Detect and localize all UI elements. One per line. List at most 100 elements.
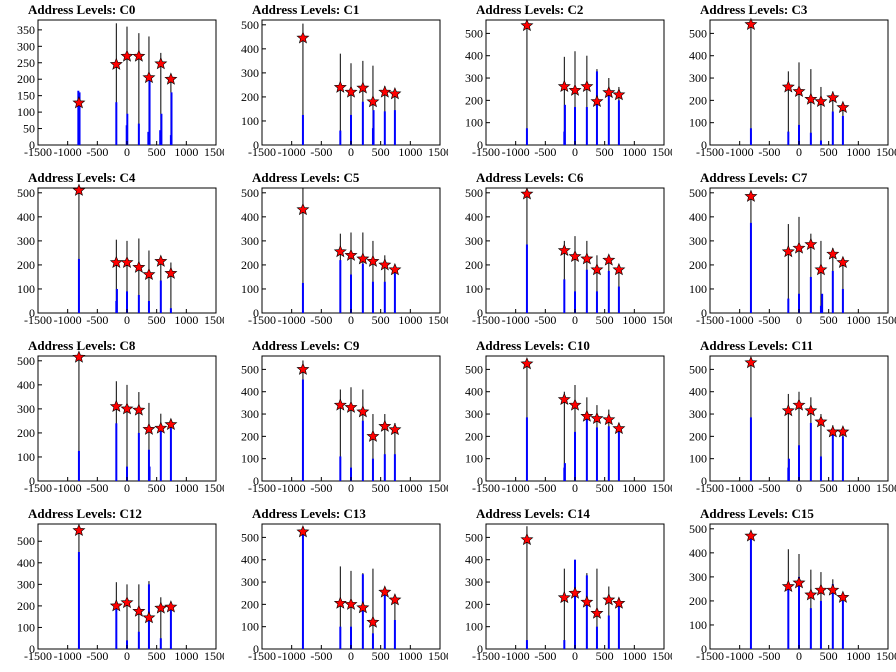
x-tick-label: 1000 (174, 649, 198, 663)
x-tick-label: -1000 (278, 313, 306, 327)
x-tick-label: -1500 (248, 313, 276, 327)
x-tick-label: -500 (86, 313, 108, 327)
y-tick-label: 100 (17, 620, 35, 634)
peak-marker (132, 604, 146, 617)
x-tick-label: 1500 (876, 481, 896, 495)
peak-marker (132, 49, 146, 62)
x-tick-label: 1500 (652, 145, 672, 159)
y-tick-label: 300 (465, 575, 483, 589)
x-tick-label: 0 (124, 145, 130, 159)
y-tick-label: 50 (23, 122, 35, 136)
peak-marker (568, 586, 582, 599)
y-tick-label: 400 (241, 553, 259, 567)
x-tick-label: 1500 (204, 313, 224, 327)
y-tick-label: 500 (465, 186, 483, 200)
y-tick-label: 0 (701, 306, 707, 320)
chart-title: Address Levels: C3 (700, 2, 808, 17)
peak-marker (520, 187, 534, 200)
peak-marker (378, 419, 392, 432)
y-tick-label: 300 (689, 71, 707, 85)
x-tick-label: -1000 (502, 145, 530, 159)
y-tick-label: 300 (689, 407, 707, 421)
x-tick-label: -1500 (472, 145, 500, 159)
histogram-panel-7: Address Levels: C7 0 100 200 300 400 500 -1500-… (672, 168, 896, 336)
y-tick-label: 500 (241, 362, 259, 376)
peak-marker (142, 70, 156, 84)
x-tick-label: 1000 (622, 481, 646, 495)
histogram-panel-11: Address Levels: C11 0 100 200 300 400 500 -1500… (672, 336, 896, 504)
x-tick-label: 0 (796, 481, 802, 495)
peak-marker (366, 429, 380, 442)
peak-marker (836, 100, 850, 114)
y-tick-label: 200 (689, 594, 707, 608)
chart-title: Address Levels: C12 (28, 506, 142, 521)
y-tick-label: 400 (241, 210, 259, 224)
peak-marker (344, 85, 358, 98)
x-tick-label: 500 (372, 481, 390, 495)
y-tick-label: 100 (689, 452, 707, 466)
x-tick-label: 500 (372, 313, 390, 327)
x-tick-label: -1000 (726, 313, 754, 327)
peak-marker (109, 599, 123, 612)
y-tick-label: 0 (29, 306, 35, 320)
y-tick-label: 200 (17, 426, 35, 440)
y-tick-label: 500 (465, 26, 483, 40)
x-tick-label: 500 (596, 313, 614, 327)
x-tick-label: -1500 (248, 145, 276, 159)
x-tick-label: -1500 (24, 649, 52, 663)
x-tick-label: -1500 (696, 649, 724, 663)
y-tick-label: 400 (241, 385, 259, 399)
y-tick-label: 400 (465, 210, 483, 224)
y-tick-label: 100 (465, 116, 483, 130)
y-tick-label: 100 (17, 450, 35, 464)
x-tick-label: -500 (310, 313, 332, 327)
y-tick-label: 500 (17, 534, 35, 548)
x-tick-label: 500 (820, 313, 838, 327)
peak-marker (557, 79, 571, 93)
x-tick-label: 500 (372, 649, 390, 663)
histogram-panel-10: Address Levels: C10 0 100 200 300 400 500 -1500… (448, 336, 672, 504)
y-tick-label: 300 (465, 71, 483, 85)
x-tick-label: -1000 (502, 649, 530, 663)
histogram-svg-9: Address Levels: C90100200300400500-1500-… (241, 338, 448, 495)
x-tick-label: 1500 (428, 649, 448, 663)
peak-marker (154, 421, 168, 434)
y-tick-label: 300 (17, 39, 35, 53)
peak-marker (333, 244, 347, 258)
x-tick-label: 1000 (622, 313, 646, 327)
x-tick-label: 0 (796, 649, 802, 663)
histogram-panel-12: Address Levels: C12 0 100 200 300 400 500 -1500… (0, 504, 224, 672)
peak-marker (109, 399, 123, 412)
y-tick-label: 500 (241, 530, 259, 544)
x-tick-label: 1500 (204, 649, 224, 663)
x-tick-label: -1500 (472, 313, 500, 327)
peak-marker (557, 590, 571, 604)
histogram-svg-0: Address Levels: C0 0 50 100 150 200 250 300 350 -… (17, 2, 224, 159)
histogram-svg-1: Address Levels: C10100200300400500-1500-… (241, 2, 448, 159)
peak-marker (557, 243, 571, 257)
histogram-panel-0: Address Levels: C0 0 50 100 150 200 250 300 350 -… (0, 0, 224, 168)
x-tick-label: -1000 (726, 145, 754, 159)
x-tick-label: -1000 (278, 649, 306, 663)
y-tick-label: 200 (241, 597, 259, 611)
peak-marker (344, 248, 358, 261)
x-tick-label: 0 (124, 481, 130, 495)
chart-title: Address Levels: C11 (700, 338, 813, 353)
x-tick-label: -500 (534, 649, 556, 663)
y-tick-label: 300 (465, 234, 483, 248)
histogram-svg-5: Address Levels: C50100200300400500-1500-… (241, 170, 448, 327)
x-tick-label: 1000 (174, 313, 198, 327)
y-tick-label: 200 (689, 93, 707, 107)
peak-marker (72, 350, 86, 363)
peak-marker (132, 260, 146, 273)
y-tick-label: 400 (241, 42, 259, 56)
histogram-panel-9: Address Levels: C9 0 100 200 300 400 500 -1500-… (224, 336, 448, 504)
y-tick-label: 200 (689, 258, 707, 272)
x-tick-label: 0 (124, 649, 130, 663)
x-tick-label: -1000 (502, 481, 530, 495)
y-tick-label: 0 (477, 474, 483, 488)
peak-marker (164, 72, 178, 85)
x-tick-label: -500 (534, 145, 556, 159)
y-tick-label: 100 (241, 620, 259, 634)
x-tick-label: 1500 (428, 313, 448, 327)
